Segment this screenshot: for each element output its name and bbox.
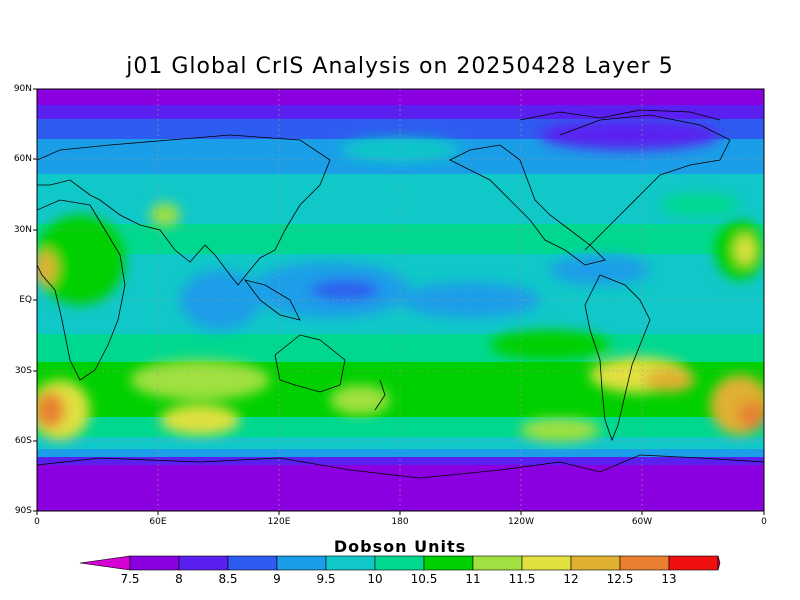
colorbar-segment: [178, 555, 229, 571]
colorbar-segment: [668, 555, 719, 571]
lon-label-60e: 60E: [149, 517, 167, 527]
lat-label-60n: 60N: [13, 154, 32, 164]
colorbar-tick-label: 12: [563, 572, 579, 586]
colorbar-segment: [276, 555, 327, 571]
colorbar-segment: [423, 555, 474, 571]
lat-label-eq: EQ: [19, 295, 32, 305]
colorbar-segment: [619, 555, 670, 571]
band-antarctic: [37, 465, 764, 511]
chart-title: j01 Global CrIS Analysis on 20250428 Lay…: [126, 54, 674, 79]
lon-label-0-east: 0: [761, 517, 767, 527]
colorbar-tick-label: 12.5: [606, 572, 634, 586]
colorbar-low-arrow: [79, 555, 131, 571]
coastlines: [37, 109, 764, 479]
lon-label-60w: 60W: [631, 517, 653, 527]
lon-label-0: 0: [34, 517, 40, 527]
lat-label-30n: 30N: [13, 225, 32, 235]
colorbar-tick-label: 8: [175, 572, 183, 586]
lat-label-30s: 30S: [14, 366, 32, 376]
colorbar-tick-label: 10: [367, 572, 383, 586]
colorbar-tick-label: 9.5: [316, 572, 336, 586]
band-arctic: [37, 89, 764, 105]
colorbar-tick-label: 13: [661, 572, 677, 586]
colorbar-segment: [472, 555, 523, 571]
colorbar: [79, 555, 721, 571]
lon-label-120e: 120E: [267, 517, 291, 527]
colorbar-tick-label: 9: [273, 572, 281, 586]
colorbar-segment: [374, 555, 425, 571]
lat-label-90n: 90N: [13, 84, 32, 94]
lon-label-180: 180: [391, 517, 409, 527]
colorbar-title: Dobson Units: [333, 537, 467, 556]
lat-label-90s: 90S: [14, 506, 32, 516]
colorbar-segment: [129, 555, 180, 571]
lon-label-120w: 120W: [507, 517, 535, 527]
colorbar-segment: [570, 555, 621, 571]
colorbar-tick-label: 10.5: [410, 572, 438, 586]
colorbar-segment: [325, 555, 376, 571]
colorbar-segment: [227, 555, 278, 571]
colorbar-high-arrow: [717, 555, 721, 571]
colorbar-tick-label: 11: [465, 572, 481, 586]
colorbar-tick-label: 7.5: [120, 572, 140, 586]
colorbar-tick-label: 8.5: [218, 572, 238, 586]
axis-ticks: [33, 88, 765, 515]
colorbar-tick-label: 11.5: [508, 572, 536, 586]
map-field: [37, 89, 764, 511]
colorbar-segment: [521, 555, 572, 571]
lat-label-60s: 60S: [14, 436, 32, 446]
